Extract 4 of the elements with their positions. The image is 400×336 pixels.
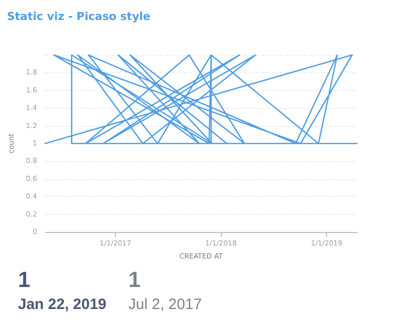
chart-title: Static viz - Picaso style [7, 10, 150, 23]
text: Jan 22, 2019 [18, 295, 106, 315]
text: Jul 2, 2017 [128, 295, 202, 315]
text: 1 [128, 266, 142, 294]
